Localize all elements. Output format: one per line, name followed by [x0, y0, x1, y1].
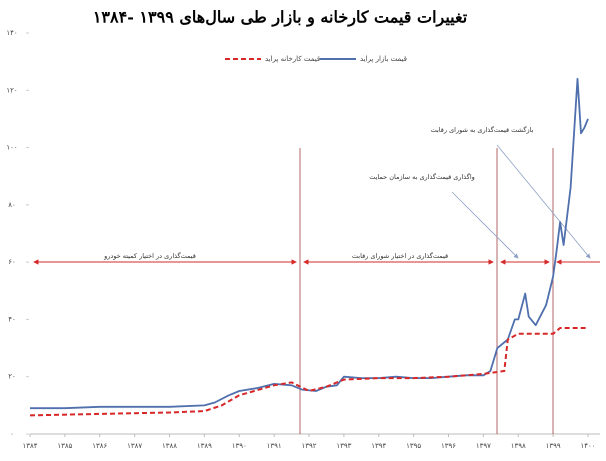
x-tick-label: ۱۳۹۱: [267, 442, 282, 450]
x-tick-label: ۱۳۸۹: [197, 442, 212, 450]
series-line: [29, 327, 588, 417]
y-tick-label: ۱۴۰: [6, 29, 17, 37]
x-tick-label: ۱۳۸۶: [92, 442, 107, 450]
x-tick-label: ۱۳۹۷: [476, 442, 491, 450]
annotation: قیمت‌گذاری در اختیار شورای رقابت: [352, 252, 448, 260]
x-tick-label: ۱۳۹۳: [336, 442, 351, 450]
y-tick-label: ۸۰: [8, 201, 16, 209]
y-tick-label: ۱۲۰: [6, 86, 17, 94]
annotation: قیمت‌گذاری در اختیار کمیته خودرو: [103, 252, 196, 260]
x-tick-label: ۱۴۰۰: [580, 442, 595, 450]
x-tick-label: ۱۳۸۵: [57, 442, 72, 450]
legend-label: قیمت بازار پراید: [360, 55, 407, 63]
y-tick-label: ۱۰۰: [6, 144, 17, 152]
annotation: واگذاری قیمت‌گذاری به سازمان حمایت: [369, 173, 475, 181]
x-tick-label: ۱۳۸۸: [162, 442, 177, 450]
x-tick-label: ۱۳۹۹: [546, 442, 561, 450]
x-tick-label: ۱۳۹۵: [406, 442, 421, 450]
x-tick-label: ۱۳۹۴: [371, 442, 386, 450]
y-tick-label: ۴۰: [8, 315, 16, 323]
x-tick-label: ۱۳۹۶: [441, 442, 456, 450]
x-tick-label: ۱۳۸۴: [22, 442, 37, 450]
y-tick-label: ۰: [10, 430, 14, 438]
y-tick-label: ۲۰: [8, 373, 16, 381]
annotation-pointers: [451, 144, 591, 259]
annotation: بازگشت قیمت‌گذاری به شورای رقابت: [431, 126, 534, 134]
x-tick-label: ۱۳۸۷: [127, 442, 142, 450]
x-tick-label: ۱۳۹۰: [232, 442, 247, 450]
chart-title: تغییرات قیمت کارخانه و بازار طی سال‌های …: [93, 8, 468, 28]
x-tick-label: ۱۳۹۸: [511, 442, 526, 450]
legend-label: قیمت کارخانه پراید: [265, 55, 320, 63]
x-tick-label: ۱۳۹۲: [301, 442, 316, 450]
y-tick-label: ۶۰: [8, 258, 16, 266]
